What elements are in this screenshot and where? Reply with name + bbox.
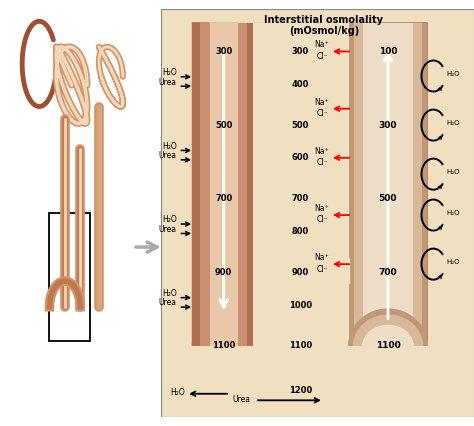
Text: Urea: Urea [159, 299, 177, 308]
Text: 400: 400 [292, 80, 309, 89]
Text: 900: 900 [215, 268, 232, 277]
Text: Cl⁻: Cl⁻ [317, 158, 328, 167]
Text: 100: 100 [379, 47, 397, 56]
Text: 700: 700 [379, 268, 397, 277]
Text: 500: 500 [215, 121, 232, 130]
Polygon shape [200, 23, 422, 346]
Bar [349, 23, 427, 346]
Text: 500: 500 [292, 121, 309, 130]
Text: Interstitial osmolality
(mOsmol/kg): Interstitial osmolality (mOsmol/kg) [264, 14, 383, 36]
Bar [192, 23, 254, 346]
Text: Cl⁻: Cl⁻ [317, 109, 328, 118]
Text: 900: 900 [292, 268, 309, 277]
Text: 800: 800 [292, 227, 309, 236]
Text: Cl⁻: Cl⁻ [317, 265, 328, 273]
Text: H₂O: H₂O [447, 169, 460, 175]
Text: Na⁺: Na⁺ [314, 147, 328, 156]
Polygon shape [338, 258, 349, 282]
Text: Na⁺: Na⁺ [314, 40, 328, 49]
Text: 500: 500 [379, 194, 397, 203]
Text: Na⁺: Na⁺ [314, 98, 328, 106]
Text: H₂O: H₂O [162, 216, 177, 225]
Text: H₂O: H₂O [170, 389, 185, 397]
Text: H₂O: H₂O [162, 68, 177, 77]
Polygon shape [238, 23, 363, 377]
Text: 300: 300 [379, 121, 397, 130]
Bar [254, 23, 349, 346]
Text: Na⁺: Na⁺ [314, 204, 328, 213]
Text: Cl⁻: Cl⁻ [317, 216, 328, 225]
Text: 300: 300 [292, 47, 309, 56]
Polygon shape [349, 309, 427, 346]
Bar [200, 23, 247, 346]
Text: H₂O: H₂O [162, 142, 177, 151]
Text: 1100: 1100 [212, 341, 236, 351]
Text: 1200: 1200 [289, 386, 312, 395]
Text: Cl⁻: Cl⁻ [317, 52, 328, 61]
Text: Urea: Urea [232, 395, 250, 404]
Bar [49, 213, 91, 341]
Text: H₂O: H₂O [162, 289, 177, 298]
Bar [354, 23, 422, 346]
Text: H₂O: H₂O [447, 71, 460, 77]
Text: 1000: 1000 [289, 300, 312, 310]
Text: Urea: Urea [159, 151, 177, 160]
Polygon shape [354, 315, 422, 346]
Text: Na⁺: Na⁺ [314, 253, 328, 262]
Polygon shape [192, 23, 427, 346]
Text: 1100: 1100 [375, 341, 401, 351]
Text: 1100: 1100 [289, 341, 312, 351]
Text: 300: 300 [215, 47, 232, 56]
Text: H₂O: H₂O [447, 210, 460, 216]
Text: 600: 600 [292, 153, 309, 162]
Text: 700: 700 [215, 194, 232, 203]
Bar [363, 23, 413, 346]
Polygon shape [363, 325, 413, 346]
Text: Urea: Urea [159, 78, 177, 86]
Text: H₂O: H₂O [447, 259, 460, 265]
Text: 700: 700 [292, 194, 309, 203]
Text: H₂O: H₂O [447, 120, 460, 126]
Polygon shape [210, 23, 238, 346]
Bar [210, 23, 238, 346]
Text: Urea: Urea [159, 225, 177, 234]
